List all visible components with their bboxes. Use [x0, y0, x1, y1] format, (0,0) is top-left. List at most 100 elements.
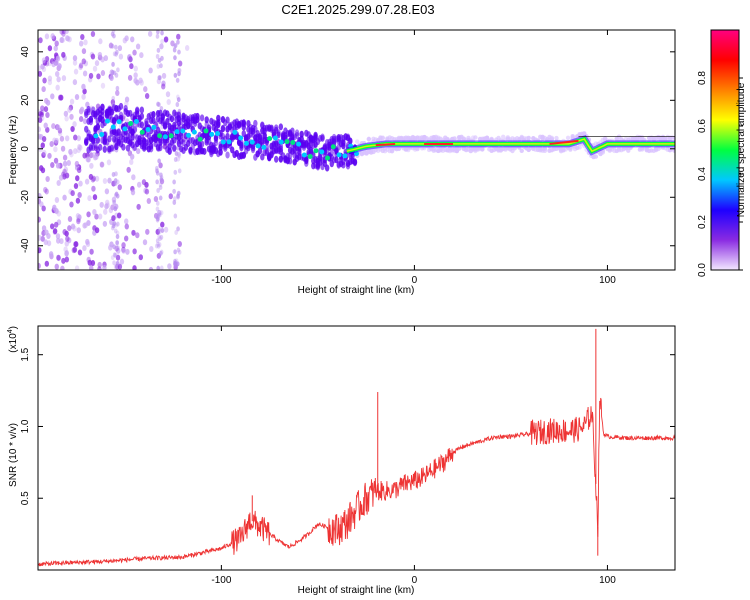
- spectral-cell: [253, 119, 258, 127]
- noise-speckle: [115, 85, 120, 91]
- noise-speckle: [41, 57, 47, 64]
- noise-speckle: [38, 216, 41, 223]
- noise-speckle: [176, 226, 180, 232]
- spectral-cell: [109, 144, 114, 152]
- noise-speckle: [60, 145, 66, 152]
- noise-speckle: [86, 219, 91, 226]
- noise-speckle: [115, 230, 120, 236]
- spectral-cell: [148, 145, 154, 153]
- noise-speckle: [50, 161, 55, 168]
- noise-speckle: [111, 223, 116, 229]
- spectral-cell: [278, 123, 284, 131]
- noise-speckle: [114, 51, 118, 57]
- noise-speckle: [56, 254, 61, 261]
- spectral-peak: [139, 129, 145, 135]
- noise-speckle: [128, 56, 133, 63]
- snr-y-ticks: 0.5 1.0 1.5: [20, 347, 675, 505]
- spectral-cell: [132, 126, 138, 134]
- noise-speckle: [163, 226, 169, 233]
- noise-speckle: [82, 118, 88, 125]
- spectral-cell: [239, 139, 244, 147]
- noise-speckle: [177, 153, 182, 159]
- spectral-peak: [99, 132, 105, 138]
- noise-speckle: [173, 72, 178, 78]
- noise-speckle: [110, 43, 115, 49]
- noise-speckle: [157, 242, 162, 248]
- spectrogram-y-ticks: -40 -20 0 20 40: [20, 46, 675, 253]
- noise-speckle: [44, 260, 50, 267]
- spectral-cell: [329, 149, 334, 157]
- noise-speckle: [56, 210, 62, 217]
- noise-speckle: [157, 234, 161, 240]
- noise-speckle: [124, 35, 129, 42]
- spectral-cell: [565, 135, 571, 141]
- noise-speckle: [76, 227, 81, 234]
- noise-speckle: [174, 151, 179, 157]
- noise-speckle: [131, 174, 136, 181]
- noise-speckle: [160, 227, 165, 233]
- noise-speckle: [173, 213, 178, 219]
- noise-speckle: [55, 162, 61, 169]
- noise-speckle: [62, 194, 67, 201]
- noise-speckle: [59, 135, 65, 142]
- noise-speckle: [157, 75, 162, 81]
- spectral-cell: [366, 136, 372, 142]
- spectral-peak: [133, 119, 139, 125]
- noise-speckle: [133, 77, 138, 84]
- noise-speckle: [156, 101, 160, 107]
- noise-speckle: [109, 75, 114, 82]
- noise-speckle: [153, 196, 159, 203]
- noise-speckle: [110, 255, 115, 261]
- noise-speckle: [135, 232, 140, 239]
- noise-speckle: [119, 258, 125, 265]
- spectral-cell: [294, 129, 300, 137]
- noise-speckle: [73, 183, 79, 190]
- noise-speckle: [107, 177, 112, 184]
- spectral-cell: [116, 128, 121, 136]
- noise-speckle: [41, 135, 47, 142]
- noise-speckle: [74, 160, 80, 167]
- spectral-cell: [241, 123, 246, 131]
- noise-speckle: [156, 265, 161, 270]
- noise-speckle: [62, 168, 67, 175]
- noise-speckle: [88, 72, 94, 79]
- noise-speckle: [72, 121, 77, 128]
- noise-speckle: [54, 40, 59, 47]
- noise-speckle: [177, 60, 183, 67]
- spectral-cell: [262, 132, 267, 140]
- spectrogram-x-tick-label: -100: [211, 275, 231, 286]
- noise-speckle: [163, 36, 169, 43]
- noise-speckle: [62, 160, 68, 167]
- noise-speckle: [47, 45, 53, 52]
- spectral-cell: [352, 159, 358, 167]
- noise-speckle: [105, 199, 110, 206]
- noise-speckle: [144, 188, 150, 195]
- spectral-peak: [128, 121, 134, 127]
- noise-speckle: [118, 53, 124, 60]
- noise-speckle: [92, 208, 97, 215]
- spectral-peak: [232, 129, 238, 135]
- noise-speckle: [170, 40, 175, 47]
- noise-speckle: [133, 72, 138, 79]
- noise-speckle: [47, 152, 52, 159]
- noise-speckle: [68, 104, 74, 111]
- noise-speckle: [66, 160, 71, 167]
- noise-speckle: [77, 214, 82, 221]
- spectral-peak: [290, 140, 296, 146]
- noise-speckle: [70, 190, 75, 197]
- spectral-peak: [145, 127, 151, 133]
- noise-speckle: [156, 188, 160, 194]
- noise-speckle: [177, 71, 181, 77]
- noise-speckle: [78, 180, 83, 187]
- noise-speckle: [41, 152, 46, 159]
- noise-speckle: [73, 134, 78, 141]
- spectral-cell: [102, 145, 107, 153]
- noise-speckle: [130, 36, 135, 43]
- noise-speckle: [48, 251, 54, 258]
- noise-speckle: [156, 243, 161, 249]
- spectral-cell: [125, 144, 131, 152]
- noise-speckle: [75, 197, 81, 204]
- noise-speckle: [177, 49, 181, 55]
- noise-speckle: [138, 254, 144, 261]
